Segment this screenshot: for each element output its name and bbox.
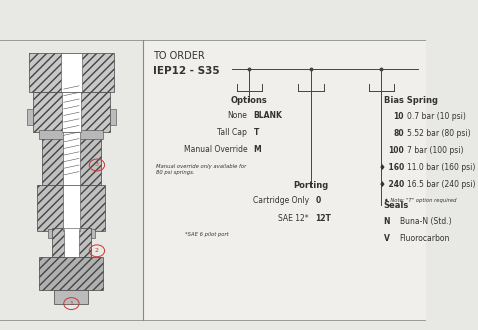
Text: 7 bar (100 psi): 7 bar (100 psi): [407, 146, 464, 155]
Bar: [63, 132, 80, 185]
Text: *SAE 6 pilot port: *SAE 6 pilot port: [185, 232, 229, 237]
Text: V: V: [383, 234, 390, 243]
Text: 16.5 bar (240 psi): 16.5 bar (240 psi): [407, 180, 476, 189]
Text: Bias Spring: Bias Spring: [383, 96, 437, 105]
Text: Options: Options: [231, 96, 268, 105]
Text: TO ORDER: TO ORDER: [153, 51, 205, 61]
Text: 1: 1: [69, 301, 73, 306]
Text: Manual Override: Manual Override: [184, 145, 247, 154]
Text: 11.0 bar (160 psi): 11.0 bar (160 psi): [407, 163, 475, 172]
Bar: [54, 290, 88, 304]
Text: 10: 10: [393, 112, 404, 120]
Bar: [52, 228, 90, 257]
Text: 2: 2: [95, 248, 99, 253]
Text: 80: 80: [393, 129, 404, 138]
Bar: [61, 53, 82, 92]
Text: Buna-N (Std.): Buna-N (Std.): [400, 217, 451, 226]
Bar: [33, 92, 110, 132]
Text: 12T: 12T: [315, 214, 331, 222]
Bar: [42, 132, 101, 185]
Bar: [39, 257, 103, 290]
Bar: [37, 185, 106, 231]
Text: 5.52 bar (80 psi): 5.52 bar (80 psi): [407, 129, 471, 138]
Text: 3: 3: [95, 162, 99, 168]
Text: IEP12 - S35: IEP12 - S35: [153, 66, 220, 76]
Text: Tall Cap: Tall Cap: [217, 128, 247, 137]
Text: 100: 100: [388, 146, 404, 155]
Bar: [143, 40, 426, 320]
Bar: [27, 109, 33, 125]
Text: Porting: Porting: [293, 182, 329, 190]
Text: ♦ Note: "T" option required: ♦ Note: "T" option required: [383, 198, 456, 203]
Text: 0: 0: [315, 196, 321, 205]
Text: N: N: [383, 217, 390, 226]
Text: None: None: [228, 111, 247, 119]
Bar: [63, 185, 80, 231]
Text: Manual override only available for
80 psi springs.: Manual override only available for 80 ps…: [155, 164, 246, 175]
Bar: [48, 229, 95, 238]
Text: 0.7 bar (10 psi): 0.7 bar (10 psi): [407, 112, 466, 120]
Text: T: T: [253, 128, 259, 137]
Text: ♦ 240: ♦ 240: [379, 180, 404, 189]
Text: M: M: [253, 145, 261, 154]
Bar: [39, 130, 103, 139]
Text: ♦ 160: ♦ 160: [379, 163, 404, 172]
Text: Seals: Seals: [383, 201, 409, 210]
Text: BLANK: BLANK: [253, 111, 282, 119]
Bar: [62, 92, 81, 132]
Bar: [0, 40, 143, 320]
Text: Fluorocarbon: Fluorocarbon: [400, 234, 450, 243]
Text: SAE 12*: SAE 12*: [278, 214, 309, 222]
Bar: [110, 109, 116, 125]
Bar: [29, 53, 114, 92]
Text: Cartridge Only: Cartridge Only: [253, 196, 309, 205]
Bar: [64, 228, 79, 257]
